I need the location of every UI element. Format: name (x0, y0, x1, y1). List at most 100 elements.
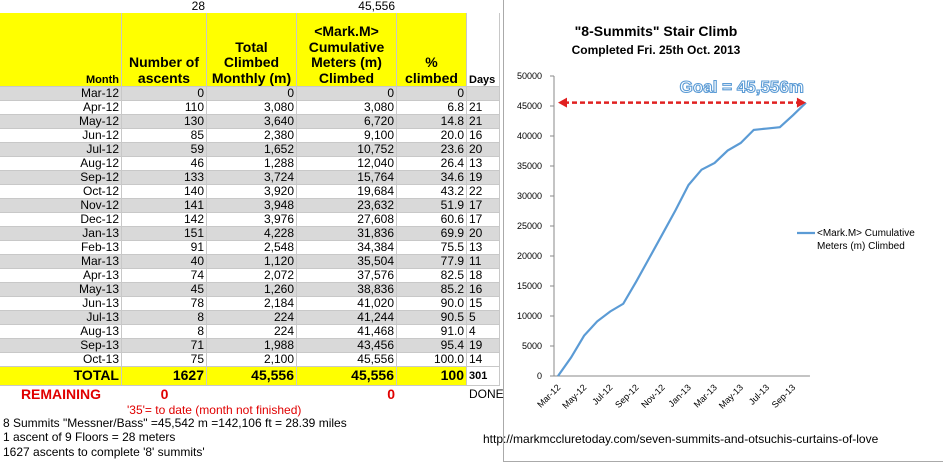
cell: 75 (122, 351, 207, 367)
cell: 17 (467, 211, 500, 227)
cell-text: 46 (190, 155, 204, 170)
cell-text: 71 (190, 337, 204, 352)
cell-text: 19 (469, 169, 483, 184)
cell: 90.0 (397, 296, 467, 311)
y-tick-label: 20000 (517, 251, 542, 261)
cell: 3,948 (207, 198, 297, 213)
cell-text: 15 (469, 295, 483, 310)
cell: 46 (122, 155, 207, 171)
cell-text: REMAINING (20, 385, 102, 402)
cell: 0 (297, 85, 397, 101)
cell: 0 (122, 86, 207, 101)
cell: 10,752 (297, 142, 397, 157)
cell: 224 (207, 324, 297, 339)
cell-text: 1,988 (263, 337, 294, 352)
cell: 2,380 (207, 128, 297, 143)
cell-text: 2,072 (263, 267, 294, 282)
cell: 35,504 (297, 253, 397, 269)
cell-text: Apr-13 (82, 267, 119, 282)
cell: 2,100 (207, 351, 297, 367)
cell-text: 45 (190, 281, 204, 296)
cell: 85.2 (397, 282, 467, 297)
cell: May-13 (0, 282, 122, 297)
cell-text: 26.4 (440, 155, 464, 170)
cell-text: 40 (190, 253, 204, 268)
cell-text: 1,652 (263, 141, 294, 156)
cell-text: Jan-13 (82, 225, 119, 240)
total-cell: 45,556 (297, 367, 397, 386)
cell: 19 (467, 338, 500, 353)
cell-text: Aug-13 (80, 323, 119, 338)
cell-text: 95.4 (440, 337, 464, 352)
cell-text: 34,384 (357, 239, 394, 254)
cell: 45 (122, 281, 207, 297)
chart: "8-Summits" Stair Climb Completed Fri. 25… (517, 23, 815, 411)
cell-text: Sep-13 (80, 337, 119, 352)
cell-text: 23,632 (357, 197, 394, 212)
cell-text: 133 (183, 169, 204, 184)
x-tick-label: Sep-13 (770, 382, 798, 410)
cell: Oct-13 (0, 352, 122, 367)
cell-text: 0 (387, 85, 394, 100)
y-tick-label: 0 (537, 371, 542, 381)
cell-text: 31,836 (357, 225, 394, 240)
cell: Mar-13 (0, 254, 122, 269)
cell-text: 20.0 (440, 127, 464, 142)
cell-text: % climbed (405, 54, 458, 86)
chart-frame: "8-Summits" Stair Climb Completed Fri. 25… (503, 0, 943, 462)
header-cell: Number of ascents (122, 13, 207, 87)
cell: 12,040 (297, 156, 397, 171)
cell-text: 2,548 (263, 239, 294, 254)
cell: 23,632 (297, 197, 397, 213)
cell-text: 130 (183, 113, 204, 128)
cell-text: 90.5 (440, 309, 464, 324)
cell: 28 (122, 0, 207, 13)
cell-text: 17 (469, 197, 483, 212)
header-cell: Days (467, 13, 500, 87)
x-tick-label: Jul-12 (590, 382, 614, 406)
cell-text: 41,020 (357, 295, 394, 310)
cell-text: 78 (190, 295, 204, 310)
cell: 4 (467, 324, 500, 339)
cell: 26.4 (397, 155, 467, 171)
cell-text: 34.6 (440, 169, 464, 184)
cell-text: Total Climbed Monthly (m) (211, 38, 292, 86)
cell-text: 59 (190, 141, 204, 156)
note: 1627 ascents to complete '8' summits' (3, 445, 205, 459)
cell-text: Dec-12 (80, 211, 119, 226)
cell-text: 74 (190, 267, 204, 282)
cell-text: 35,504 (357, 253, 394, 268)
header-cell: <Mark.M> Cumulative Meters (m) Climbed (297, 13, 397, 87)
cell: 90.5 (397, 309, 467, 325)
cell-text: Apr-12 (82, 99, 119, 114)
cell-text: 100 (440, 367, 464, 384)
note: '35'= to date (month not finished) (127, 403, 302, 417)
cell: 133 (122, 169, 207, 185)
cell-text: 16 (469, 281, 483, 296)
legend-label: <Mark.M> Cumulative Meters (m) Climbed (817, 228, 915, 252)
data-line (557, 101, 807, 377)
cell-text: 2,184 (263, 295, 294, 310)
cell: 301 (467, 367, 500, 386)
cell-text: 91.0 (440, 323, 464, 338)
cell-text: 17 (469, 211, 483, 226)
cell: Sep-13 (0, 337, 122, 353)
note: 8 Summits "Messner/Bass" =45,542 m =142,… (3, 416, 347, 430)
cell-text: 13 (469, 239, 483, 254)
cell: 41,244 (297, 310, 397, 325)
cell-text: 2,100 (263, 351, 294, 366)
cell: DONE (467, 386, 504, 403)
cell: 224 (207, 310, 297, 325)
cell-text: 75 (190, 351, 204, 366)
cell-text: Month (86, 73, 119, 86)
note: http://markmccluretoday.com/seven-summit… (483, 432, 879, 446)
cell-text: 8 (197, 309, 204, 324)
cell: 82.5 (397, 268, 467, 283)
cell-text: May-12 (78, 113, 119, 128)
cell: 77.9 (397, 254, 467, 269)
cell-text: 13 (469, 155, 483, 170)
cell: 15 (467, 295, 500, 311)
cell-text: 85 (190, 127, 204, 142)
cell-text: 45,556 (357, 351, 394, 366)
